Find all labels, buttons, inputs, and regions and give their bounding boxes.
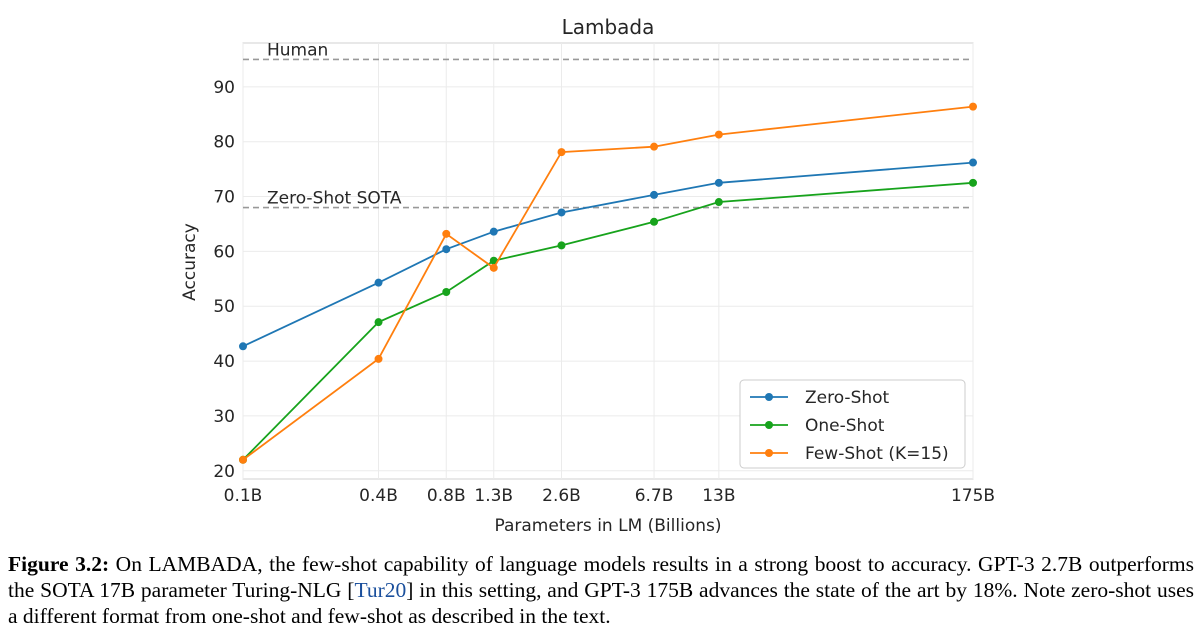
data-point: [442, 287, 451, 296]
lambada-chart: Human Zero-Shot SOTA 20 30 40 50 60 70 80 90 0.1B…: [180, 15, 995, 536]
data-point: [969, 102, 977, 111]
data-point: [442, 229, 451, 238]
data-point: [489, 227, 498, 236]
series-line: [242, 161, 974, 348]
data-point: [489, 263, 498, 272]
figure-caption: Figure 3.2: On LAMBADA, the few-shot cap…: [8, 551, 1194, 629]
chart-title: Lambada: [562, 15, 655, 39]
y-tick-label: 90: [213, 78, 235, 98]
x-tick-label: 2.6B: [542, 486, 581, 506]
caption-text-after-cite: ] in this setting, and GPT-3 175B advanc…: [8, 578, 1194, 628]
gridlines: [242, 43, 974, 479]
data-point: [239, 342, 247, 351]
y-axis-label: Accuracy: [180, 223, 200, 301]
data-point: [650, 217, 659, 226]
x-tick-label: 6.7B: [635, 486, 674, 506]
x-tick-label: 175B: [951, 486, 995, 506]
data-point: [714, 130, 723, 139]
data-point: [650, 190, 659, 199]
y-tick-label: 70: [213, 188, 235, 208]
tick-labels: 20 30 40 50 60 70 80 90 0.1B 0.4B 0.8B 1.3B 2.6B 6.7B…: [213, 78, 995, 506]
y-tick-label: 20: [213, 462, 235, 482]
data-point: [969, 178, 977, 187]
legend-box: [739, 379, 966, 469]
reference-line-label: Human: [267, 40, 328, 60]
data-point: [557, 148, 566, 157]
data-point: [374, 318, 383, 327]
data-point: [714, 198, 723, 207]
citation-link[interactable]: Tur20: [354, 578, 407, 602]
legend-entry-label: Few-Shot (K=15): [805, 444, 949, 464]
data-point: [239, 455, 247, 464]
series-line: [242, 181, 974, 461]
data-point: [557, 208, 566, 217]
data-point: [714, 178, 723, 187]
data-point: [374, 278, 383, 287]
x-tick-label: 1.3B: [474, 486, 513, 506]
caption-text-before-cite: On LAMBADA, the few-shot capability of l…: [8, 552, 1195, 602]
data-point: [969, 158, 977, 167]
x-tick-label: 0.1B: [224, 486, 263, 506]
y-tick-label: 40: [213, 352, 235, 372]
series-line: [242, 105, 974, 461]
data-point: [442, 245, 451, 254]
y-tick-label: 80: [213, 133, 235, 153]
x-axis-label: Parameters in LM (Billions): [494, 516, 721, 536]
legend-entry-label: Zero-Shot: [805, 388, 890, 408]
legend-marker: [765, 393, 773, 401]
x-tick-label: 0.4B: [359, 486, 398, 506]
legend-entry-label: One-Shot: [805, 416, 885, 436]
reference-line-label: Zero-Shot SOTA: [267, 189, 402, 209]
data-point: [650, 142, 659, 151]
legend-marker: [765, 421, 773, 429]
legend: Zero-Shot One-Shot Few-Shot (K=15): [739, 379, 966, 469]
y-tick-label: 50: [213, 297, 235, 317]
data-point: [374, 354, 383, 363]
figure-label: Figure 3.2:: [8, 552, 110, 576]
y-tick-label: 60: [213, 242, 235, 262]
legend-marker: [765, 449, 773, 457]
y-tick-label: 30: [213, 407, 235, 427]
data-point: [557, 241, 566, 250]
reference-lines: Human Zero-Shot SOTA: [243, 40, 973, 209]
x-tick-label: 13B: [702, 486, 735, 506]
x-tick-label: 0.8B: [427, 486, 466, 506]
series-group: [239, 102, 977, 464]
